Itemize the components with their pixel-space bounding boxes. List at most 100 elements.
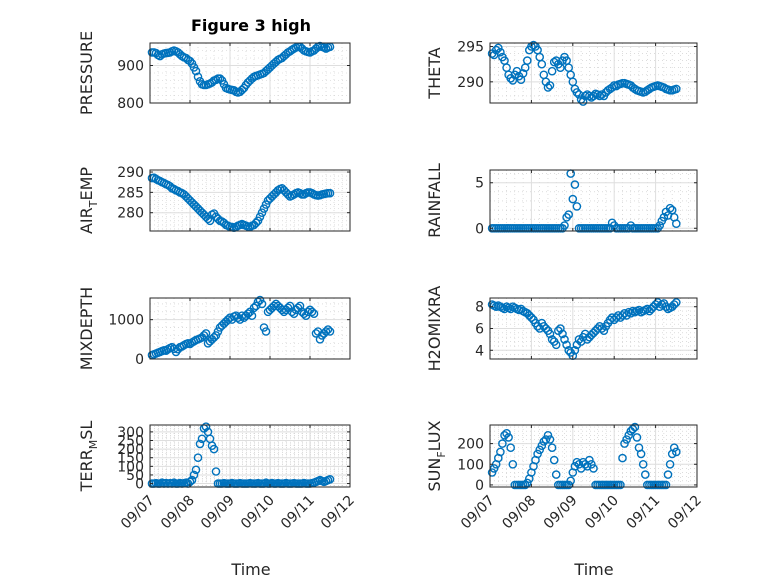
data-point: [551, 470, 561, 479]
data-point: [570, 180, 580, 189]
data-point: [508, 76, 518, 85]
data-point: [578, 97, 588, 106]
y-tick-label: 800: [117, 96, 144, 112]
data-point: [572, 88, 582, 97]
y-tick-label: 4: [475, 343, 484, 359]
y-axis-label: H2OMIXRA: [425, 286, 444, 372]
data-point: [303, 307, 313, 317]
axes-frame: [149, 169, 351, 232]
y-tick-label: 200: [457, 437, 484, 453]
data-point: [537, 441, 547, 451]
data-point: [257, 299, 267, 309]
data-point: [669, 443, 679, 453]
data-point: [496, 47, 505, 57]
y-axis-label: THETA: [425, 47, 444, 99]
data-point: [187, 475, 197, 485]
y-tick-label: 0: [135, 477, 144, 493]
x-tick-label: 09/08: [158, 493, 198, 533]
data-point: [500, 304, 509, 314]
x-tick-label: 09/09: [198, 493, 238, 533]
data-point: [572, 202, 582, 211]
y-axis-label: MIXDEPTH: [77, 287, 96, 370]
data-series: [147, 41, 335, 97]
data-point: [251, 218, 261, 228]
subplot-rainfall: 0 5 RAINFALL: [425, 163, 698, 238]
data-point: [215, 74, 225, 83]
data-point: [545, 435, 555, 444]
y-tick-label: 5: [475, 176, 484, 192]
data-point: [197, 434, 207, 444]
data-point: [636, 449, 646, 459]
data-point: [523, 56, 532, 65]
data-point: [672, 84, 681, 94]
data-point: [659, 212, 669, 222]
subplot-sun-flux: 0 100 200 SUNFLUX 09/07 09/08 09/09 09/10 09/11 0…: [425, 420, 705, 532]
data-point: [655, 221, 665, 230]
x-tick-label: 09/10: [582, 493, 622, 533]
data-point: [580, 91, 590, 101]
data-point: [568, 194, 578, 204]
data-point: [564, 210, 574, 219]
y-tick-label: 100: [117, 459, 144, 475]
data-point: [672, 447, 681, 457]
data-point: [213, 327, 223, 336]
data-point: [665, 203, 675, 213]
data-point: [504, 433, 513, 442]
data-point: [547, 66, 557, 76]
y-tick-label: 50: [126, 468, 144, 484]
data-point: [537, 59, 547, 69]
subplot-h2omixra: 4 6 8 H2OMIXRA: [425, 286, 698, 372]
data-point: [661, 302, 671, 312]
x-tick-label: 09/11: [624, 493, 664, 533]
data-point: [669, 300, 679, 309]
data-series: [147, 173, 335, 232]
y-tick-label: 1000: [108, 313, 144, 329]
axes-frame: [489, 42, 698, 104]
data-point: [493, 43, 503, 53]
y-tick-label: 200: [117, 442, 144, 458]
data-point: [549, 455, 559, 465]
data-point: [295, 301, 305, 311]
subplot-theta: 290 295 THETA: [425, 40, 698, 106]
data-point: [201, 329, 211, 338]
data-point: [508, 459, 518, 469]
y-tick-label: 0: [475, 221, 484, 237]
data-point: [259, 323, 269, 332]
data-point: [574, 335, 584, 344]
data-point: [545, 81, 555, 90]
data-point: [193, 72, 203, 82]
data-point: [233, 313, 243, 323]
y-tick-label: 0: [135, 352, 144, 368]
data-point: [616, 480, 625, 490]
data-point: [535, 445, 545, 455]
data-point: [269, 301, 279, 311]
data-point: [502, 428, 511, 438]
x-tick-label: 09/10: [238, 493, 278, 533]
data-point: [597, 324, 607, 333]
data-point: [634, 305, 644, 315]
y-tick-label: 295: [457, 40, 484, 56]
data-point: [574, 459, 584, 469]
data-point: [622, 435, 631, 444]
data-point: [672, 298, 681, 307]
x-tick-label: 09/07: [118, 493, 158, 533]
data-point: [199, 331, 209, 340]
y-axis-label: PRESSURE: [77, 31, 96, 115]
data-point: [551, 340, 561, 350]
data-point: [543, 430, 553, 440]
y-tick-label: 0: [475, 478, 484, 494]
data-point: [193, 453, 203, 463]
data-point: [307, 307, 317, 317]
y-axis-label: RAINFALL: [425, 163, 444, 238]
y-axis-label: SUNFLUX: [425, 420, 448, 491]
y-tick-label: 150: [117, 451, 144, 467]
data-point: [261, 327, 271, 336]
data-point: [541, 324, 551, 333]
x-tick-label: 09/09: [541, 493, 581, 533]
data-point: [535, 324, 545, 333]
data-point: [672, 219, 681, 228]
data-point: [325, 474, 335, 484]
data-point: [496, 447, 505, 457]
data-point: [595, 91, 605, 101]
data-point: [665, 459, 675, 469]
